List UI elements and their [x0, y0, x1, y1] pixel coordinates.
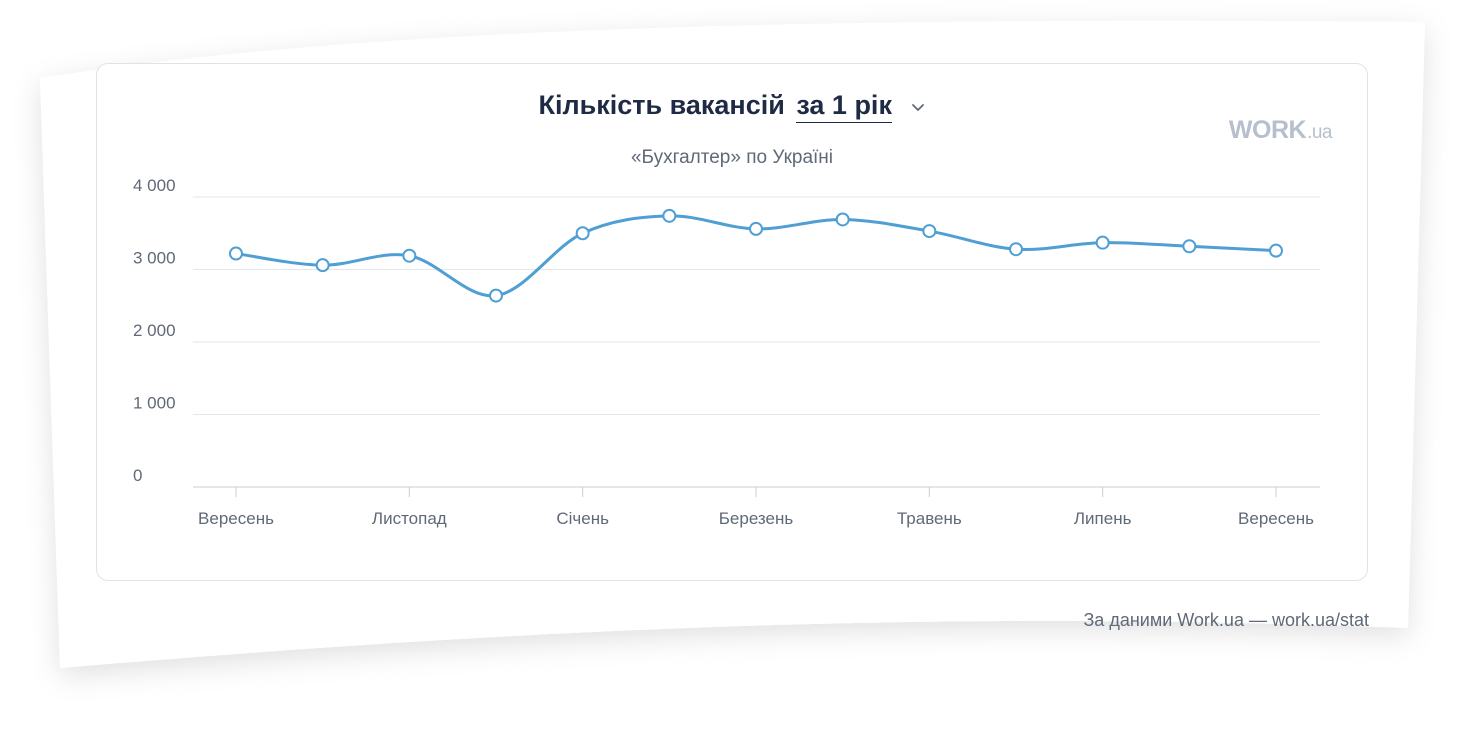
- x-tick-label: Липень: [1074, 509, 1132, 528]
- data-point[interactable]: [1009, 242, 1023, 257]
- y-tick-label: 4 000: [133, 176, 176, 195]
- x-tick-label: Березень: [719, 509, 794, 528]
- data-points: [229, 208, 1283, 303]
- footer-credit: За даними Work.ua — work.ua/stat: [1083, 610, 1369, 630]
- x-tick-label: Вересень: [1238, 509, 1314, 528]
- data-point[interactable]: [835, 212, 850, 227]
- data-point[interactable]: [575, 226, 590, 241]
- chart-subtitle: «Бухгалтер» по Україні: [630, 147, 834, 168]
- logo-main: WORK: [1228, 116, 1307, 144]
- x-tick-label: Травень: [897, 509, 962, 528]
- data-point[interactable]: [315, 258, 330, 273]
- data-point[interactable]: [1095, 235, 1110, 250]
- y-tick-label: 3 000: [133, 249, 176, 268]
- data-point[interactable]: [489, 288, 503, 303]
- y-axis-tick-labels: 0 1 000 2 000 3 000 4 000: [133, 176, 176, 485]
- x-tick-label: Вересень: [198, 509, 274, 528]
- data-point[interactable]: [1269, 243, 1283, 258]
- y-tick-label: 1 000: [133, 394, 176, 413]
- x-tick-label: Листопад: [372, 509, 447, 528]
- work-ua-logo: WORK.ua: [1228, 116, 1333, 145]
- data-point[interactable]: [922, 224, 937, 239]
- data-point[interactable]: [662, 208, 677, 223]
- x-axis-ticks: Вересень Листопад Січень Березень Травень Лип…: [198, 487, 1314, 528]
- chart-title-text: Кількість вакансій: [538, 90, 785, 120]
- period-dropdown-label: за 1 рік: [796, 90, 892, 120]
- data-point[interactable]: [749, 221, 763, 236]
- chart-title: Кількість вакансій за 1 рік: [97, 90, 1367, 123]
- y-tick-label: 2 000: [133, 321, 176, 340]
- y-tick-label: 0: [133, 466, 142, 485]
- data-point[interactable]: [229, 246, 243, 261]
- logo-suffix: .ua: [1307, 122, 1332, 143]
- chevron-down-icon[interactable]: [911, 88, 925, 119]
- chart-card: Кількість вакансій за 1 рік «Бухгалтер» …: [96, 63, 1368, 581]
- period-dropdown[interactable]: за 1 рік: [796, 90, 892, 123]
- x-tick-label: Січень: [556, 509, 609, 528]
- data-point[interactable]: [402, 248, 417, 263]
- data-point[interactable]: [1182, 239, 1197, 254]
- grid-lines: [193, 196, 1320, 488]
